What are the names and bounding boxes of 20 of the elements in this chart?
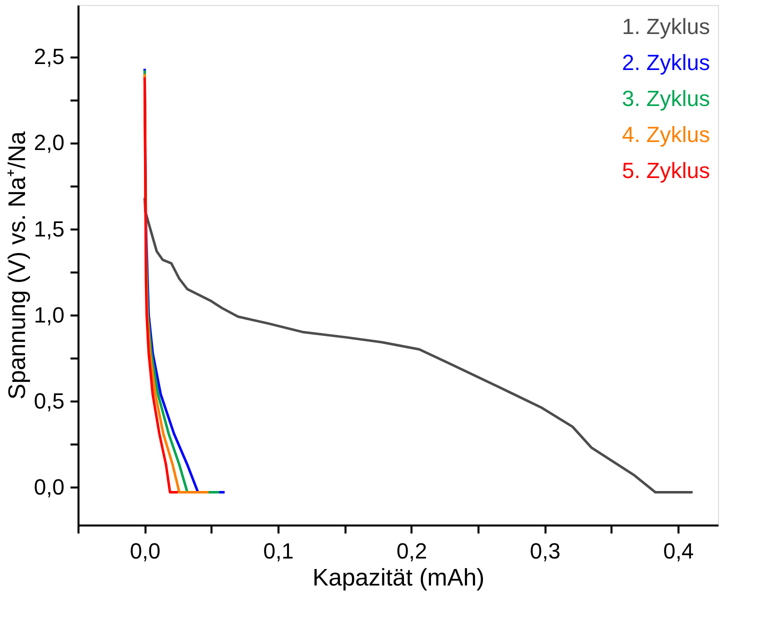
- y-tick-label: 2,0: [34, 130, 64, 156]
- text: 2. Zyklus: [622, 50, 710, 75]
- text: 4. Zyklus: [622, 122, 710, 147]
- y-tick-label: 0,0: [34, 474, 64, 500]
- x-tick-label: 0,1: [263, 538, 294, 564]
- line-series: [143, 196, 694, 494]
- text: 5. Zyklus: [622, 158, 710, 183]
- y-tick-label: 1,5: [34, 216, 64, 242]
- x-tick-label: 0,0: [130, 538, 160, 564]
- y-tick-label: 0,5: [34, 388, 64, 414]
- x-tick-label: 0,2: [396, 538, 428, 564]
- x-axis-title: Kapazität (mAh): [312, 564, 485, 592]
- x-tick-label: 0,3: [530, 538, 560, 564]
- line-series: [143, 76, 180, 494]
- y-tick-label: 2,5: [34, 44, 64, 70]
- x-tick-label: 0,4: [663, 538, 694, 564]
- y-axis-title: Spannung (V) vs. Na⁺/Na: [4, 130, 31, 400]
- text: 3. Zyklus: [622, 86, 710, 111]
- text: 1. Zyklus: [622, 14, 710, 39]
- y-tick-label: 1,0: [34, 302, 64, 328]
